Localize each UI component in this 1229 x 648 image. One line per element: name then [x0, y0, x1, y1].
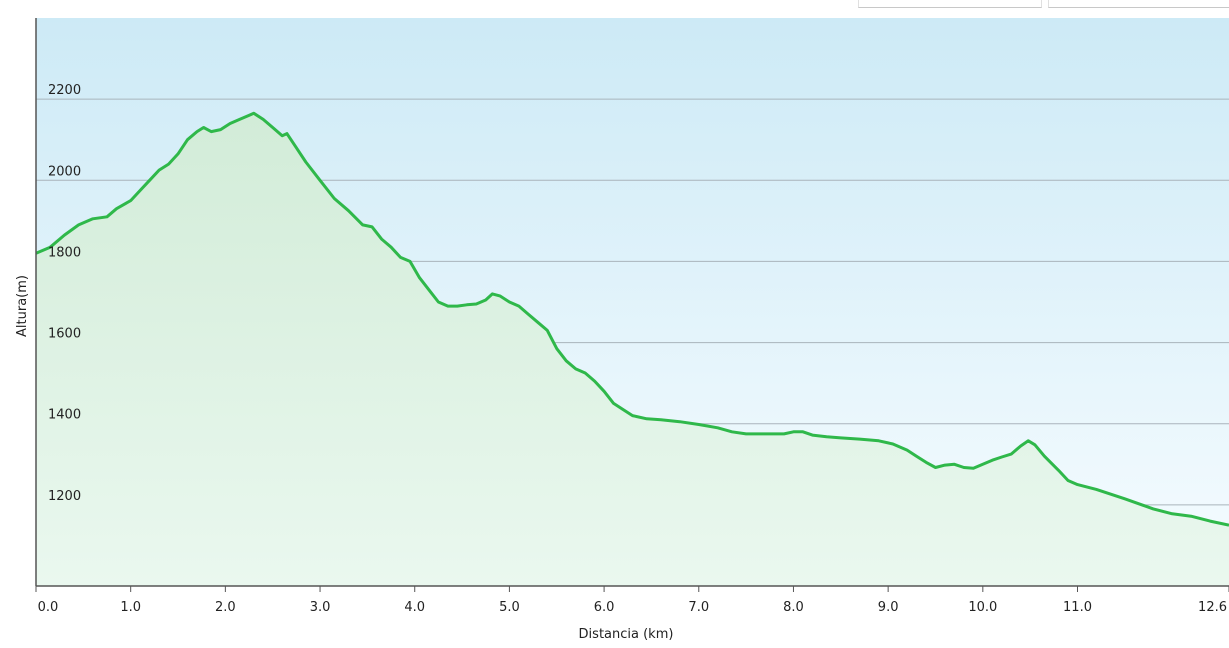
y-tick-label: 1800: [48, 245, 81, 260]
elevation-area-fill: [36, 113, 1229, 587]
top-tab-left[interactable]: [858, 0, 1042, 8]
x-tick-label: 7.0: [688, 600, 709, 615]
y-axis-title: Altura(m): [15, 275, 30, 337]
x-tick-label: 4.0: [404, 600, 425, 615]
y-tick-label: 1600: [48, 327, 81, 342]
x-tick-label: 3.0: [310, 600, 331, 615]
y-tick-labels: 1200 1400 1600 1800 2000 2200: [48, 83, 81, 504]
y-tick-label: 1400: [48, 408, 81, 423]
y-tick-label: 2000: [48, 164, 81, 179]
x-axis-title: Distancia (km): [579, 627, 674, 642]
top-tab-right[interactable]: [1048, 0, 1229, 8]
x-tick-label: 1.0: [120, 600, 141, 615]
x-tick-label: 12.6: [1198, 600, 1227, 615]
x-tick-label: 6.0: [594, 600, 615, 615]
y-tick-label: 2200: [48, 83, 81, 98]
x-tick-labels: 0.0 1.0 2.0 3.0 4.0 5.0 6.0 7.0 8.0 9.0 10.0 11.0 12…: [35, 586, 1229, 615]
x-tick-label: 10.0: [968, 600, 997, 615]
x-tick-label: 8.0: [783, 600, 804, 615]
x-tick-label: 2.0: [215, 600, 236, 615]
x-tick-label: 5.0: [499, 600, 520, 615]
x-tick-label: 9.0: [878, 600, 899, 615]
x-tick-label: 11.0: [1063, 600, 1092, 615]
x-tick-label: 0.0: [38, 600, 59, 615]
elevation-line: [35, 111, 1229, 527]
y-tick-label: 1200: [48, 489, 81, 504]
